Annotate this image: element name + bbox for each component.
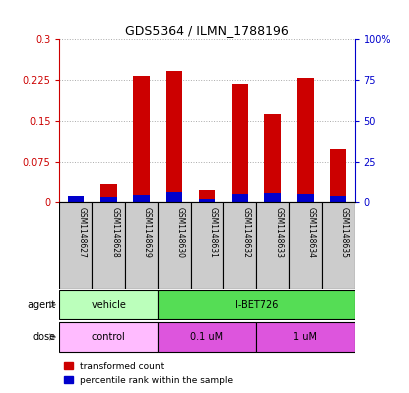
Bar <box>223 202 256 289</box>
Text: 0.1 uM: 0.1 uM <box>190 332 223 342</box>
Bar <box>231 84 247 202</box>
Bar <box>100 197 117 202</box>
Legend: transformed count, percentile rank within the sample: transformed count, percentile rank withi… <box>64 362 233 385</box>
Bar <box>133 76 149 202</box>
Bar <box>231 194 247 202</box>
Bar <box>166 191 182 202</box>
Bar <box>59 322 157 352</box>
Bar <box>256 322 354 352</box>
Text: GSM1148631: GSM1148631 <box>208 207 217 257</box>
Text: GSM1148627: GSM1148627 <box>77 207 86 257</box>
Text: GSM1148630: GSM1148630 <box>175 207 184 258</box>
Bar <box>100 184 117 202</box>
Bar <box>321 202 354 289</box>
Bar <box>59 202 92 289</box>
Bar <box>190 202 223 289</box>
Text: GSM1148628: GSM1148628 <box>110 207 119 257</box>
Bar <box>198 198 215 202</box>
Bar <box>157 290 354 319</box>
Text: vehicle: vehicle <box>91 299 126 310</box>
Bar <box>67 198 84 202</box>
Text: GSM1148629: GSM1148629 <box>143 207 152 257</box>
Bar <box>264 193 280 202</box>
Bar <box>297 194 313 202</box>
Text: GSM1148633: GSM1148633 <box>274 207 283 258</box>
Text: GSM1148635: GSM1148635 <box>339 207 348 258</box>
Bar <box>59 290 157 319</box>
Bar <box>288 202 321 289</box>
Bar <box>92 202 125 289</box>
Text: control: control <box>92 332 125 342</box>
Text: dose: dose <box>32 332 55 342</box>
Bar <box>264 114 280 202</box>
Bar <box>198 191 215 202</box>
Bar <box>329 149 346 202</box>
Bar <box>133 195 149 202</box>
Bar <box>166 71 182 202</box>
Bar <box>297 79 313 202</box>
Bar <box>329 196 346 202</box>
Bar <box>157 322 256 352</box>
Text: GSM1148634: GSM1148634 <box>306 207 315 258</box>
Text: 1 uM: 1 uM <box>293 332 317 342</box>
Bar <box>125 202 157 289</box>
Bar <box>256 202 288 289</box>
Bar <box>157 202 190 289</box>
Bar <box>67 196 84 202</box>
Text: I-BET726: I-BET726 <box>234 299 277 310</box>
Text: agent: agent <box>27 299 55 310</box>
Title: GDS5364 / ILMN_1788196: GDS5364 / ILMN_1788196 <box>125 24 288 37</box>
Text: GSM1148632: GSM1148632 <box>241 207 250 257</box>
